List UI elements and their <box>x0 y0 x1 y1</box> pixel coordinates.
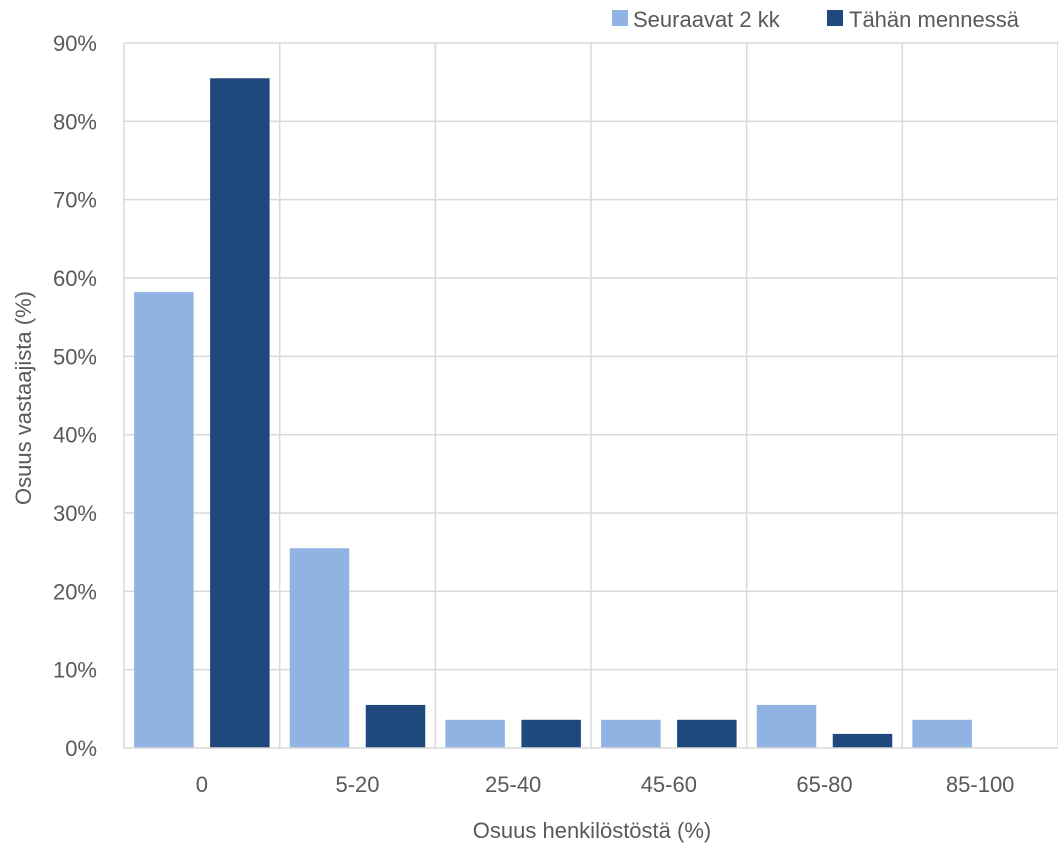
bar-0-series-0 <box>134 292 194 748</box>
y-tick-label: 80% <box>53 109 97 134</box>
legend: Seuraavat 2 kk Tähän mennessä <box>612 7 1020 32</box>
x-tick-label: 25-40 <box>485 772 541 797</box>
y-tick-label: 30% <box>53 501 97 526</box>
bar-2-series-0 <box>445 719 505 748</box>
bar-2-series-1 <box>521 719 581 748</box>
bar-1-series-1 <box>365 704 426 748</box>
legend-swatch-0 <box>612 10 628 26</box>
bar-1-series-0 <box>289 548 350 748</box>
bars <box>134 78 972 748</box>
x-tick-label: 0 <box>196 772 208 797</box>
y-axis-title: Osuus vastaajista (%) <box>11 291 36 505</box>
x-axis-title: Osuus henkilöstöstä (%) <box>473 818 711 843</box>
axes: 0% 10% 20% 30% 40% 50% 60% 70% 80% 90% 0 5-20 25-40 4… <box>53 31 1058 797</box>
y-tick-label: 40% <box>53 423 97 448</box>
y-tick-label: 90% <box>53 31 97 56</box>
y-tick-label: 70% <box>53 188 97 213</box>
legend-label-1: Tähän mennessä <box>849 7 1020 32</box>
bar-5-series-0 <box>912 719 972 748</box>
x-tick-label: 85-100 <box>946 772 1015 797</box>
x-tick-label: 45-60 <box>641 772 697 797</box>
bar-0-series-1 <box>210 78 270 748</box>
y-tick-label: 60% <box>53 266 97 291</box>
x-tick-label: 65-80 <box>796 772 852 797</box>
y-tick-label: 0% <box>65 736 97 761</box>
y-tick-label: 50% <box>53 344 97 369</box>
legend-label-0: Seuraavat 2 kk <box>633 7 781 32</box>
bar-3-series-1 <box>677 719 737 748</box>
bar-4-series-1 <box>832 733 893 748</box>
legend-swatch-1 <box>827 10 843 26</box>
y-tick-label: 10% <box>53 658 97 683</box>
bar-4-series-0 <box>756 704 817 748</box>
bar-3-series-0 <box>601 719 661 748</box>
grid <box>123 42 1058 748</box>
x-tick-label: 5-20 <box>335 772 379 797</box>
y-tick-label: 20% <box>53 579 97 604</box>
